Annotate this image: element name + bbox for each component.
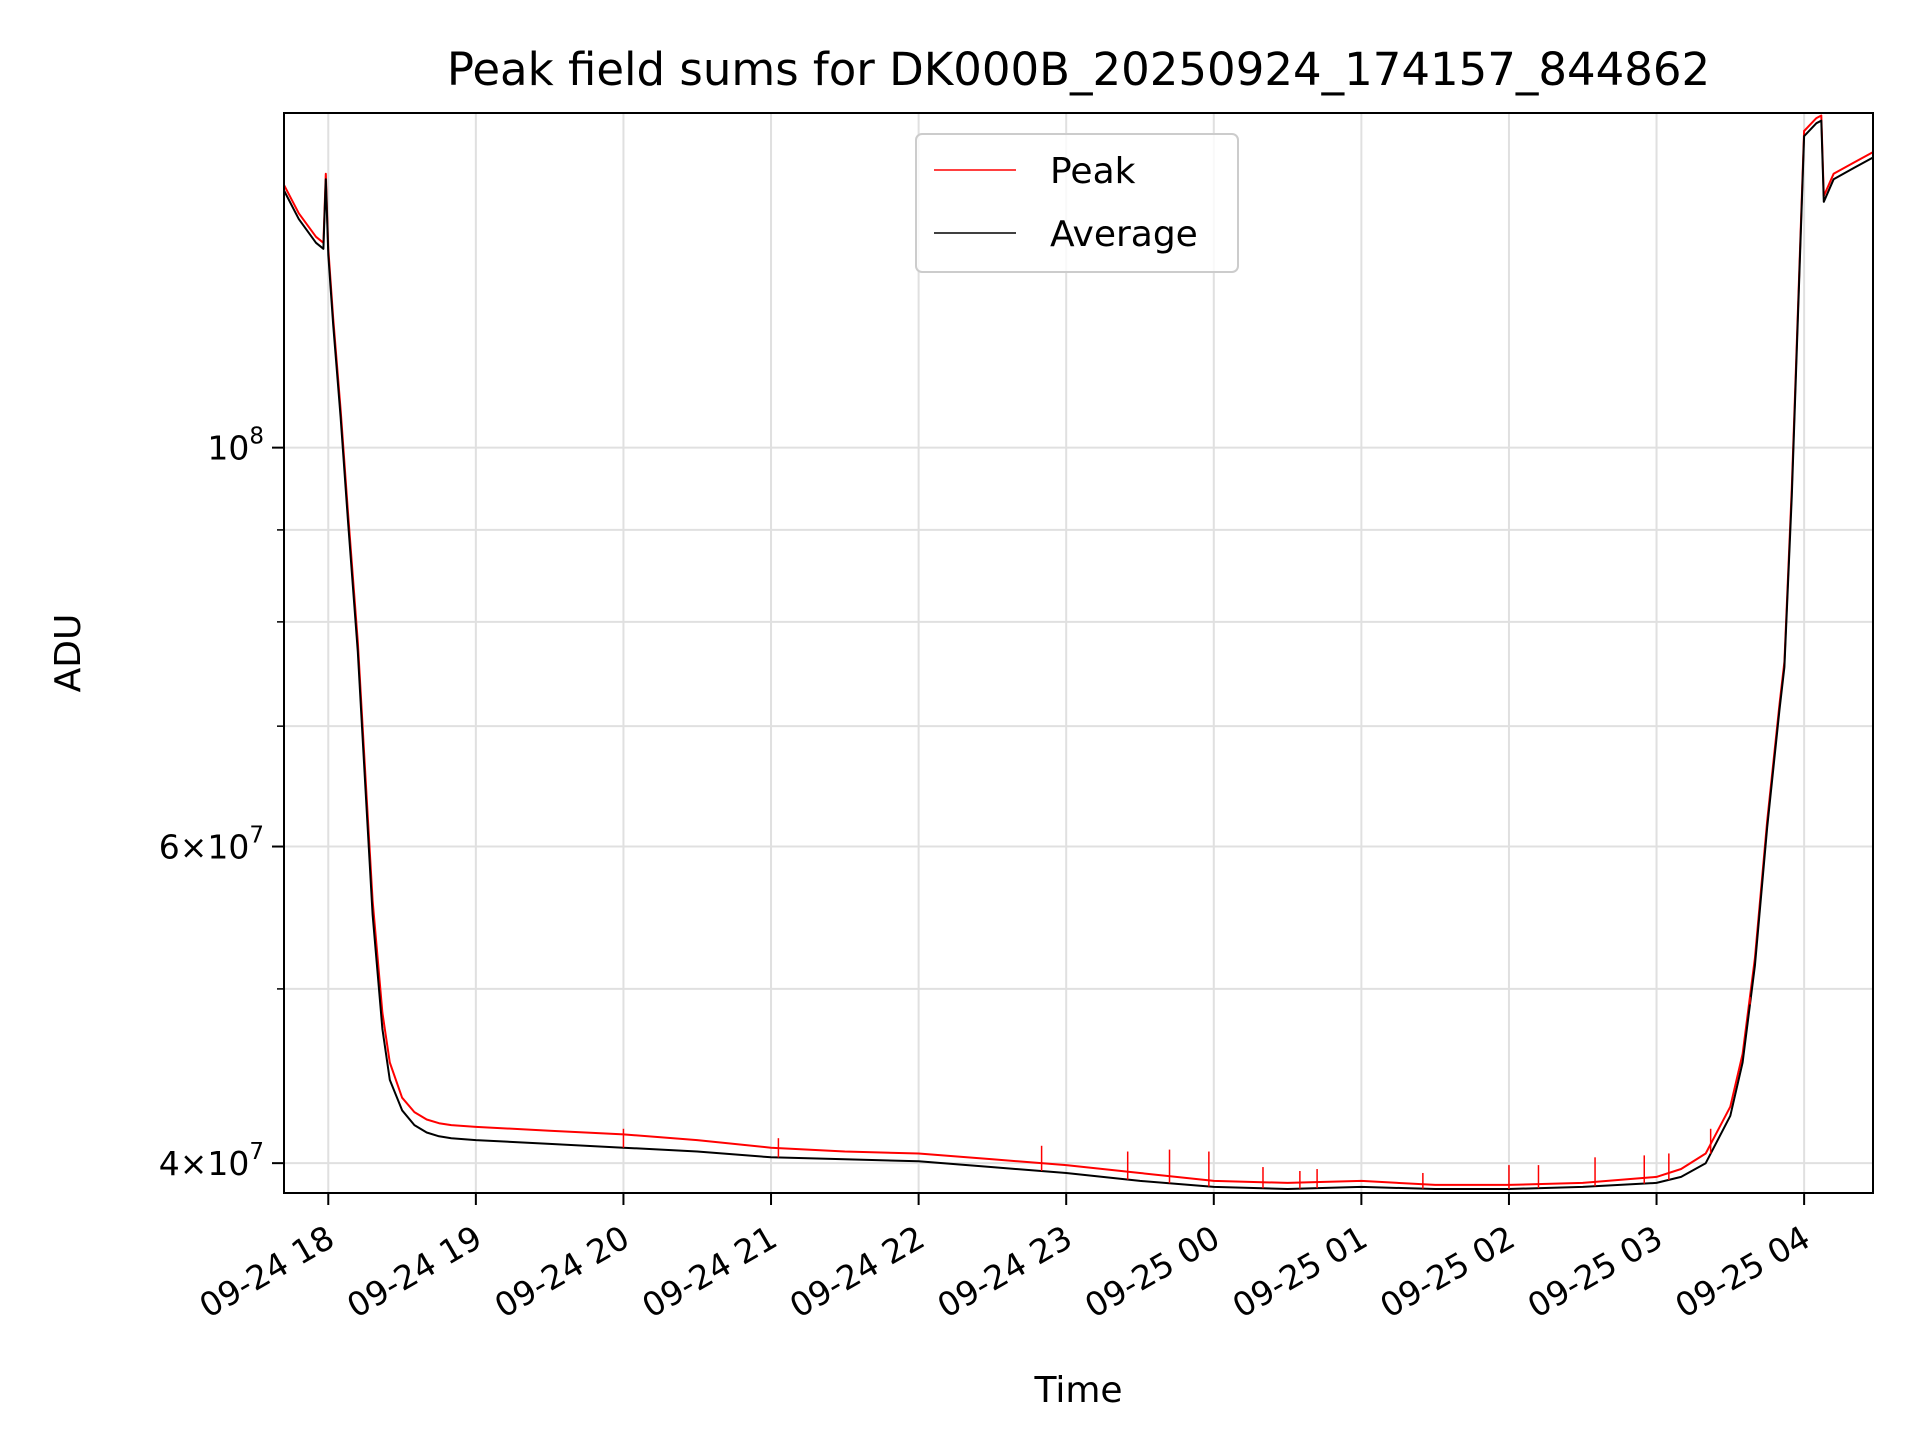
chart-title: Peak field sums for DK000B_20250924_1741… bbox=[447, 43, 1710, 96]
y-tick-label: 6×107 bbox=[159, 823, 264, 867]
y-tick-label: 4×107 bbox=[159, 1139, 264, 1183]
x-axis-label: Time bbox=[1033, 1370, 1122, 1411]
grid-layer bbox=[284, 113, 1873, 1193]
legend-box bbox=[915, 133, 1239, 273]
y-axis-label: ADU bbox=[48, 614, 89, 693]
legend: Peak Average bbox=[915, 133, 1239, 273]
legend-average-label: Average bbox=[1050, 214, 1198, 255]
plot-frame bbox=[283, 112, 1874, 1194]
legend-peak-label: Peak bbox=[1050, 151, 1136, 192]
series-line-average bbox=[283, 119, 1874, 1190]
series-layer bbox=[283, 114, 1874, 1190]
y-tick-label: 108 bbox=[207, 424, 264, 468]
